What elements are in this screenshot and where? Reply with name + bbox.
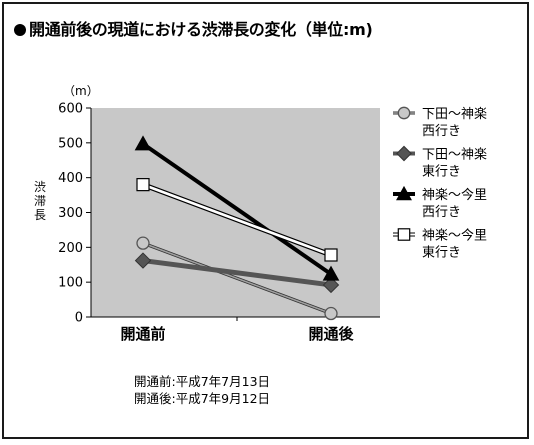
legend-label-line1: 下田～神楽	[422, 106, 487, 122]
legend-label-line1: 下田～神楽	[422, 147, 487, 163]
y-tick-label: 100	[58, 276, 83, 291]
chart-title-text: 開通前後の現道における渋滞長の変化（単位:m)	[29, 20, 373, 39]
note-before: 開通前:平成7年7月13日	[134, 374, 271, 389]
y-tick-label: 200	[58, 241, 83, 256]
series-line	[142, 242, 332, 315]
legend-label-line2: 東行き	[422, 164, 461, 180]
y-tick-label: 0	[75, 311, 83, 326]
legend-marker	[397, 106, 411, 120]
series-line	[142, 183, 332, 257]
data-point	[322, 276, 340, 294]
legend-label-line1: 神楽～今里	[422, 228, 487, 244]
series-line	[142, 258, 332, 288]
legend-label-line2: 西行き	[422, 124, 461, 139]
legend-label-line2: 東行き	[422, 245, 461, 261]
data-point	[324, 248, 338, 262]
legend-marker	[396, 145, 412, 162]
data-point	[136, 236, 150, 250]
note-after: 開通後:平成7年9月12日	[134, 391, 271, 406]
y-tick-label: 500	[58, 136, 83, 151]
legend-marker	[397, 228, 411, 241]
y-unit-label: （m）	[63, 84, 99, 98]
x-category-label: 開通後	[308, 325, 354, 343]
y-tick-label: 400	[58, 171, 83, 186]
y-tick-label: 300	[58, 206, 83, 221]
y-tick-label: 600	[58, 102, 83, 117]
legend-label-line2: 西行き	[422, 205, 461, 220]
x-category-label: 開通前	[120, 325, 165, 343]
data-point	[134, 252, 152, 269]
title-bullet-icon	[14, 24, 26, 36]
legend-label-line1: 神楽～今里	[422, 187, 487, 203]
data-point	[322, 265, 340, 281]
data-point	[136, 178, 150, 192]
data-point	[324, 306, 338, 321]
legend-marker	[396, 185, 412, 201]
series-line	[141, 142, 333, 276]
y-axis-label: 渋滞長	[33, 180, 46, 222]
data-point	[134, 135, 152, 151]
chart-title: 開通前後の現道における渋滞長の変化（単位:m)	[14, 16, 373, 40]
